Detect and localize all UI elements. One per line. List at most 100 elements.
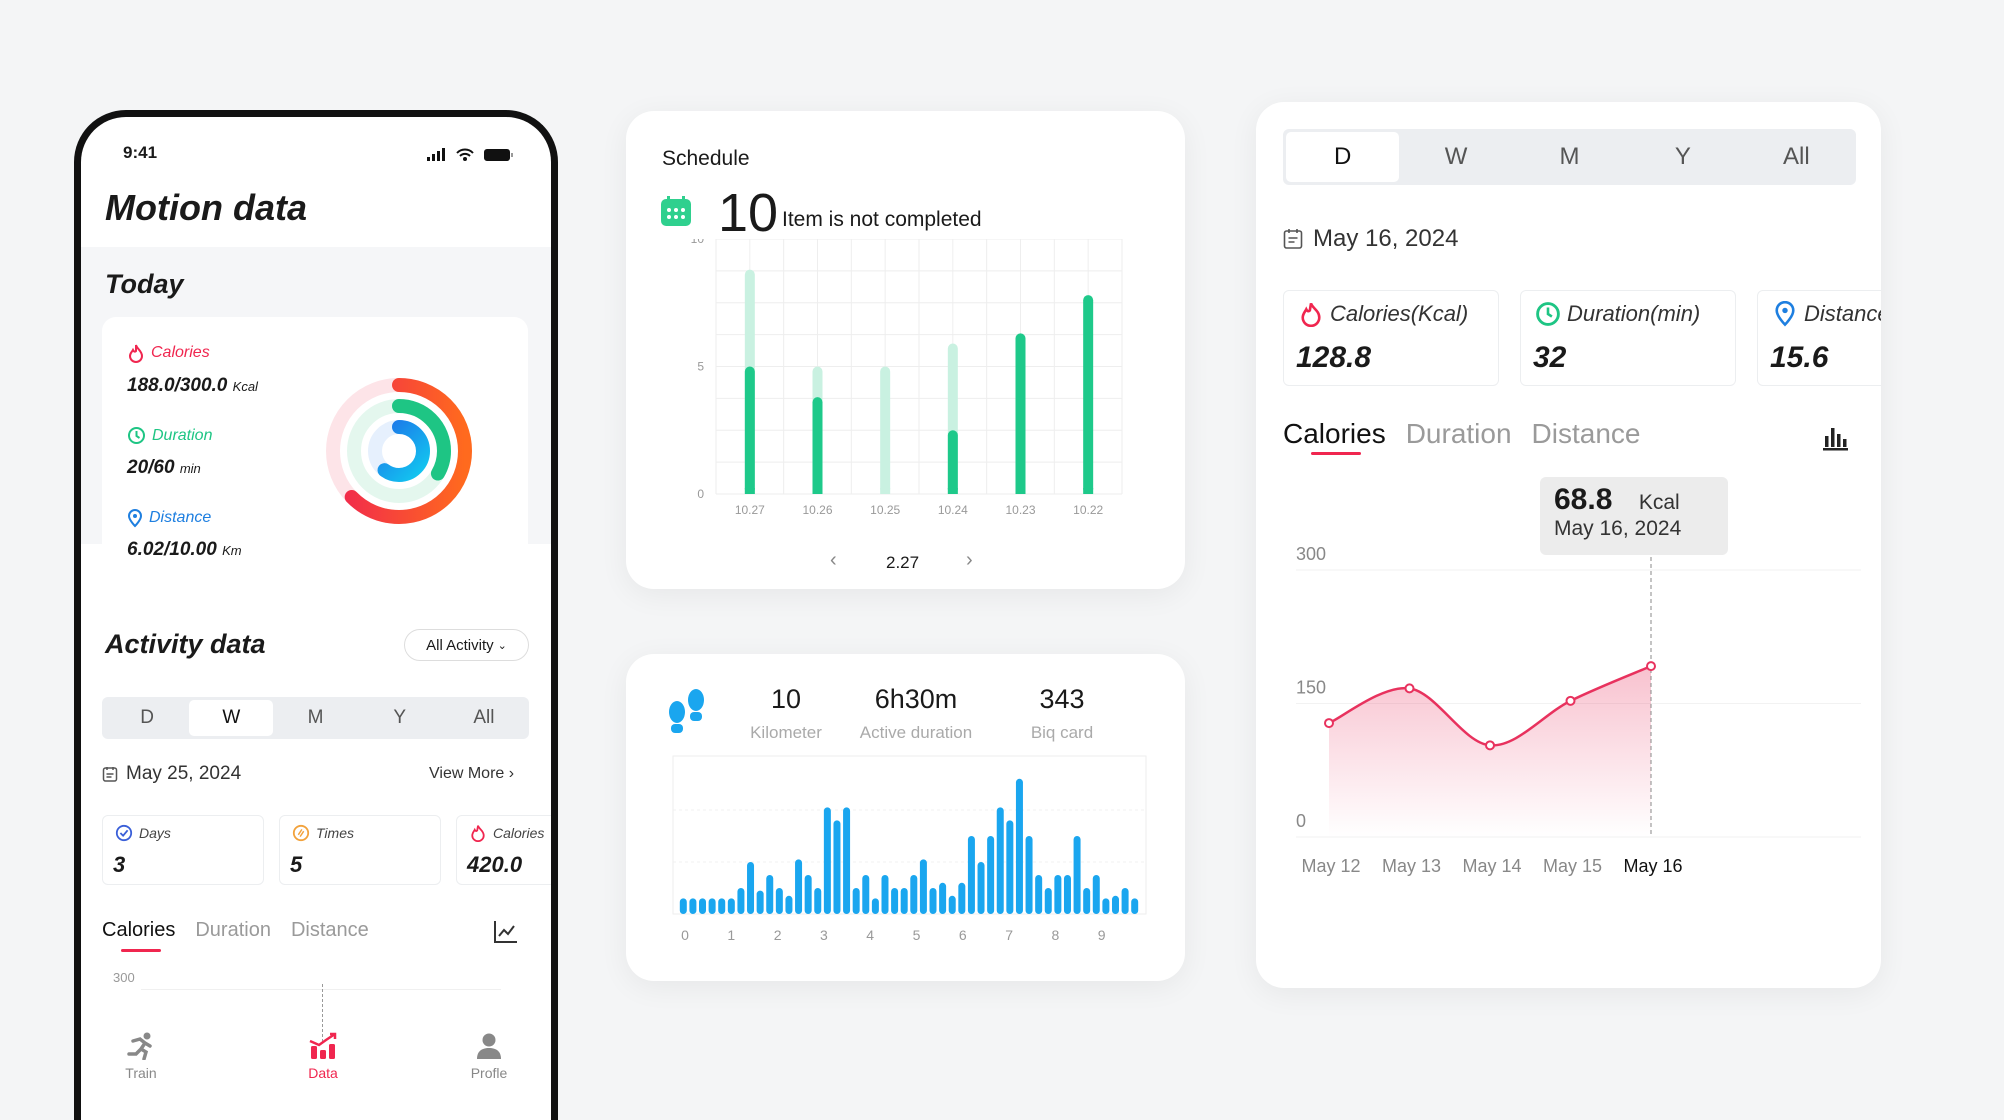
line-chart-icon[interactable] <box>493 920 519 944</box>
summary-stat: 6h30m Active duration <box>826 684 1006 743</box>
bar-chart-icon[interactable] <box>1822 424 1848 452</box>
stat-value: 420.0 <box>467 852 523 877</box>
period-m[interactable]: M <box>307 707 324 728</box>
data-point[interactable] <box>1565 695 1576 706</box>
clock-icon <box>1536 302 1560 326</box>
activity-bar <box>910 875 918 914</box>
tab-duration[interactable]: Duration <box>195 919 271 941</box>
bar-10.27-done <box>744 366 755 494</box>
flame-icon <box>128 344 144 363</box>
summary-value: 6h30m <box>874 684 958 714</box>
status-time: 9:41 <box>123 143 158 162</box>
distance-unit: Km <box>222 543 242 558</box>
tab-distance[interactable]: Distance <box>290 919 369 941</box>
stat-value: 3 <box>113 852 126 877</box>
y-tick: 150 <box>1296 678 1326 698</box>
x-tick: 10.24 <box>938 503 968 517</box>
x-tick: 10.22 <box>1073 503 1103 517</box>
period-w[interactable]: W <box>1444 143 1468 170</box>
tab-duration[interactable]: Duration <box>1405 418 1512 449</box>
activity-bar <box>1092 875 1100 914</box>
tab-calories[interactable]: Calories <box>102 919 176 941</box>
tab-distance[interactable]: Distance <box>1531 418 1641 449</box>
tooltip-value: 68.8 <box>1554 483 1613 516</box>
stat-card: Distance 15.6 <box>1757 290 1881 386</box>
activity-bar <box>987 836 995 914</box>
activity-bar <box>871 898 879 914</box>
period-m[interactable]: M <box>1559 143 1580 170</box>
tab-calories[interactable]: Calories <box>1283 418 1386 449</box>
stat-card-times: Times 5 <box>279 815 441 885</box>
x-tick: 0 <box>681 927 689 943</box>
activity-bar <box>929 888 937 914</box>
stat-value: 15.6 <box>1770 341 1829 374</box>
distance-value: 6.02/10.00 <box>127 539 217 560</box>
stat-card-days: Days 3 <box>102 815 264 885</box>
nav-data[interactable]: Data <box>283 1032 363 1081</box>
x-tick: 10.23 <box>1005 503 1035 517</box>
stat-card-calories: Calories 420.0 <box>456 815 551 885</box>
y-tick: 0 <box>697 487 704 501</box>
metric-tabs: Calories Duration Distance <box>1283 418 1660 450</box>
schedule-title: Schedule <box>662 147 750 170</box>
tooltip-date: May 16, 2024 <box>1554 517 1682 540</box>
prev-button[interactable]: ‹ <box>830 549 837 571</box>
activity-bar <box>1121 888 1129 914</box>
nav-profile[interactable]: Profle <box>449 1032 529 1081</box>
detail-date: May 16, 2024 <box>1313 225 1459 252</box>
activity-bar <box>1006 820 1014 914</box>
y-tick: 5 <box>697 360 704 374</box>
activity-bar <box>939 882 947 914</box>
activity-bar <box>881 875 889 914</box>
period-d[interactable]: D <box>140 707 154 728</box>
period-all[interactable]: All <box>1782 143 1810 170</box>
calories-label: Calories <box>151 344 210 361</box>
metric-tabs: Calories Duration Distance <box>102 919 389 942</box>
stat-label: Times <box>316 825 354 841</box>
activity-bar <box>727 898 735 914</box>
schedule-card: Schedule 10 Item is not completed 0 5 10 10… <box>626 111 1185 589</box>
period-y[interactable]: Y <box>393 707 407 728</box>
user-icon <box>477 1033 501 1059</box>
activity-bar <box>795 859 803 914</box>
chart-icon <box>309 1032 337 1059</box>
distance-label: Distance <box>149 509 212 526</box>
summary-stat: 343 Biq card <box>972 684 1152 743</box>
period-w[interactable]: W <box>189 700 274 736</box>
running-icon <box>127 1032 152 1061</box>
x-tick: May 15 <box>1543 856 1602 876</box>
data-point[interactable] <box>1404 683 1415 694</box>
chevron-right-icon: › <box>508 765 515 782</box>
view-more-link[interactable]: View More › <box>429 765 514 783</box>
activity-bar <box>823 807 831 914</box>
summary-value: 343 <box>1039 684 1085 714</box>
data-point[interactable] <box>1324 718 1334 729</box>
activity-summary-card: 0 1 2 3 4 5 6 7 8 9 10 Kilometer 6h30m Active dur… <box>626 654 1185 981</box>
nav-train[interactable]: Train <box>101 1032 181 1081</box>
activity-bar <box>699 898 707 914</box>
next-button[interactable]: › <box>966 549 973 571</box>
stat-value: 5 <box>290 852 303 877</box>
period-d[interactable]: D <box>1286 132 1400 182</box>
x-tick: 10.26 <box>802 503 832 517</box>
x-tick: 7 <box>1005 927 1013 943</box>
bar-10.23-done <box>1015 333 1026 494</box>
y-tick: 300 <box>1296 544 1326 564</box>
x-tick: May 12 <box>1301 856 1360 876</box>
stat-label: Days <box>139 825 171 841</box>
data-point[interactable] <box>1485 740 1495 751</box>
period-all[interactable]: All <box>473 707 495 728</box>
activity-bar <box>919 859 927 914</box>
activity-filter-dropdown[interactable]: All Activity ⌄ <box>404 629 529 661</box>
activity-bar <box>967 836 975 914</box>
data-point[interactable] <box>1646 661 1656 672</box>
nav-label: Train <box>125 1065 157 1081</box>
period-y[interactable]: Y <box>1674 143 1691 170</box>
stat-label: Distance <box>1804 301 1881 326</box>
activity-bar <box>1083 888 1091 914</box>
activity-bar <box>1073 836 1081 914</box>
activity-bar <box>843 807 851 914</box>
activity-bar <box>958 882 966 914</box>
activity-bar <box>996 807 1004 914</box>
calories-line-chart: 0 150 300 May 12 May 13 May 14 May 15 May 16 <box>1296 544 1861 876</box>
